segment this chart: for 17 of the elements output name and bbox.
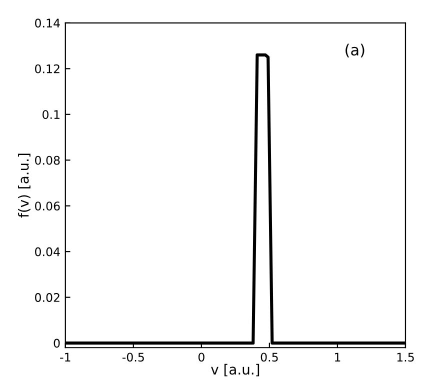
y-tick-label: 0.06 [35,202,60,211]
x-axis-title: v [a.u.] [211,364,260,376]
annotation: (a) [346,44,364,58]
y-tick-label: 0.04 [35,247,60,256]
x-tick-label: 0.5 [260,352,278,362]
y-tick-label: 0.14 [35,18,60,28]
y-tick-label: 0.08 [35,156,60,165]
x-tick-label: 1 [335,352,340,362]
x-tick-label: 1.5 [397,352,414,362]
x-tick-label: 0 [198,352,204,362]
x-tick-label: -0.5 [122,352,144,362]
y-tick-label: 0.1 [42,110,60,120]
y-axis-title: f(v) [a.u.] [18,154,30,218]
y-tick-label: 0 [54,338,60,348]
y-tick-label: 0.12 [35,64,60,74]
y-tick-label: 0.02 [35,293,60,302]
x-tick-label: -1 [60,352,70,362]
